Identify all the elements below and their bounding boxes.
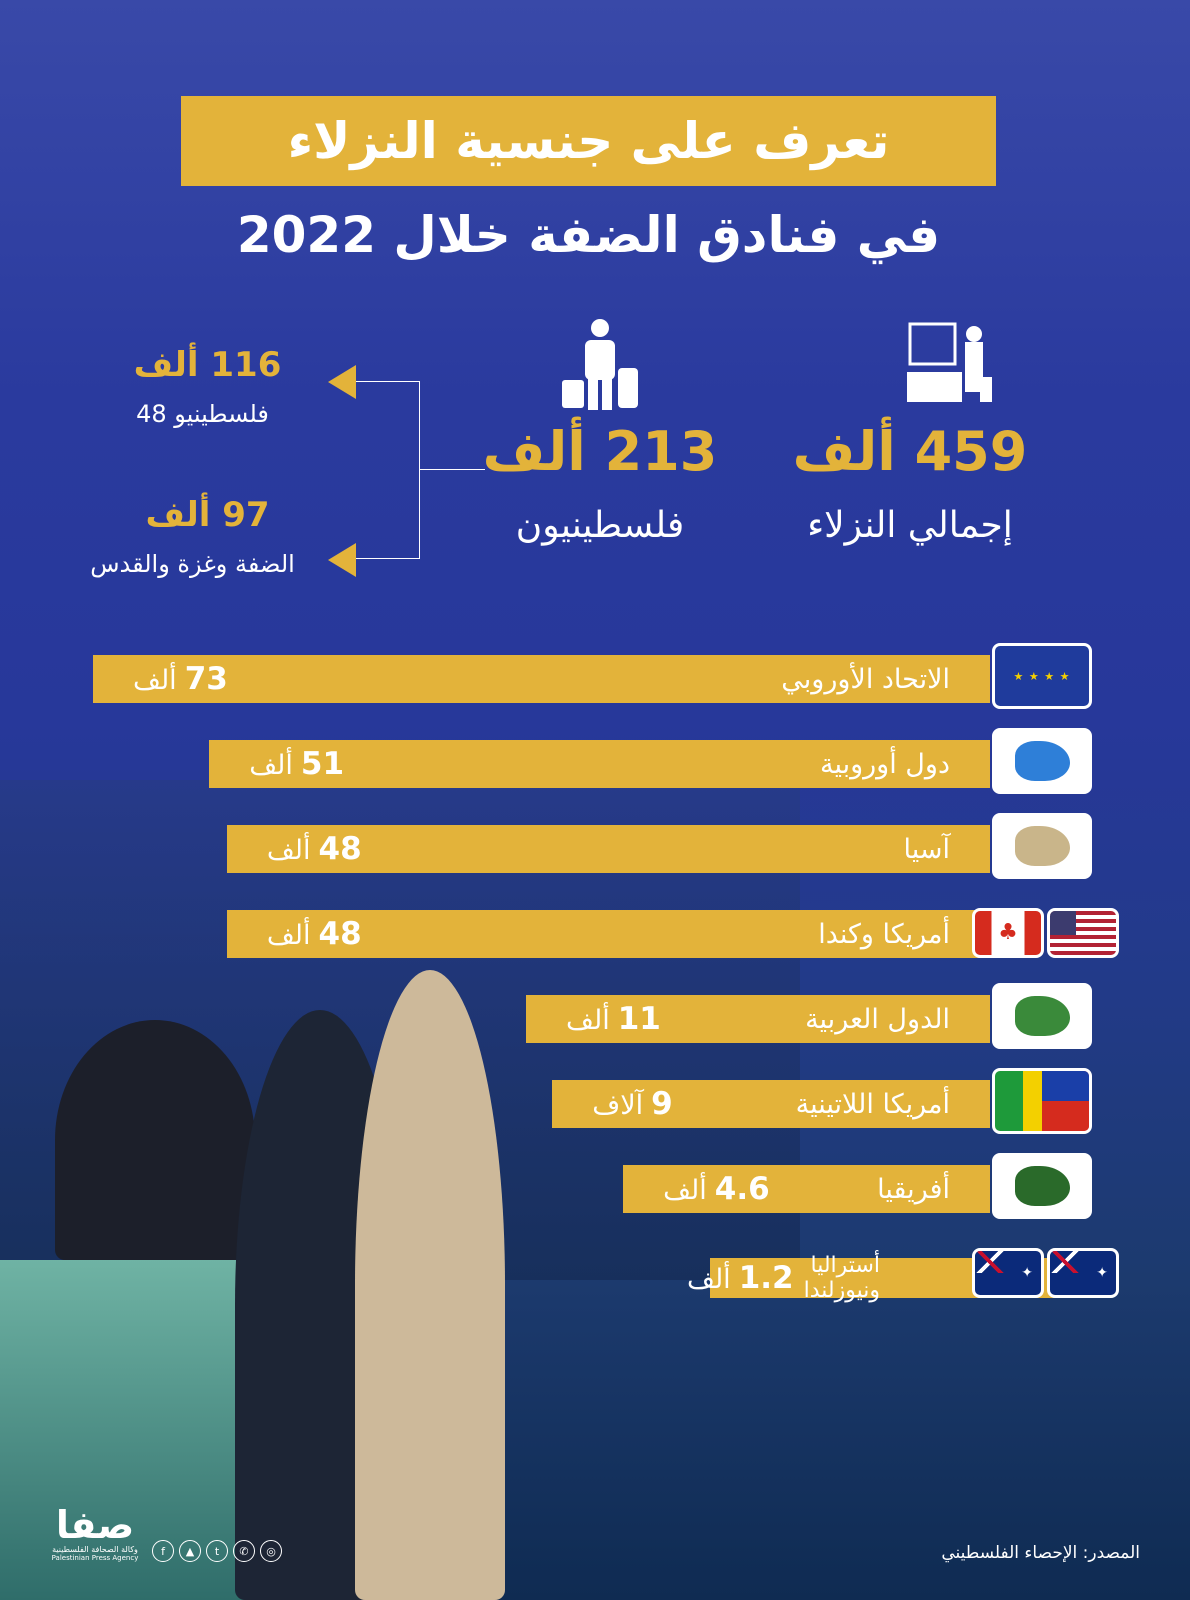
canada-flag-icon: ♣	[972, 908, 1044, 958]
connector-stem	[420, 469, 485, 470]
bar-label: أستراليا ونيوزلندا	[803, 1253, 880, 1303]
bar-unit: ألف	[266, 920, 311, 951]
bar-value: 51	[300, 746, 345, 782]
bar-label: الدول العربية	[805, 1003, 950, 1035]
bar-unit: ألف	[249, 750, 293, 781]
europe-map-icon	[992, 728, 1092, 794]
pal48-value: 116 ألف	[133, 345, 282, 385]
bar-value-label: 11ألف	[566, 1001, 661, 1037]
social-icon[interactable]: ▲	[179, 1540, 201, 1562]
australia-flag-icon: ✦	[1047, 1248, 1119, 1298]
bar-unit: ألف	[133, 665, 177, 696]
total-value: 459 ألف	[792, 420, 1028, 483]
bar-value-label: 48ألف	[267, 916, 362, 952]
bar-unit: آلاف	[592, 1090, 644, 1121]
bar-value-label: 51ألف	[249, 746, 344, 782]
traveler-icon	[562, 319, 638, 410]
eu-flag-icon: ★ ★ ★ ★	[992, 643, 1092, 709]
bar-label: آسيا	[903, 833, 951, 865]
bar: أمريكا وكندا 48ألف	[226, 910, 990, 958]
bar-value-label: 9آلاف	[592, 1086, 672, 1122]
bar-label: أمريكا وكندا	[818, 918, 950, 950]
arab-map-icon	[992, 983, 1092, 1049]
bar-value-label: 1.2ألف	[687, 1260, 794, 1296]
bar-label: دول أوروبية	[819, 748, 950, 780]
hotel-guest-icon	[907, 322, 992, 402]
bar-value: 11	[617, 1001, 661, 1037]
bar: الدول العربية 11ألف	[526, 995, 990, 1043]
social-icon[interactable]: ◎	[260, 1540, 282, 1562]
pal48-label: فلسطينيو 48	[136, 400, 269, 428]
bar-unit: ألف	[566, 1005, 610, 1036]
bar-label: الاتحاد الأوروبي	[781, 663, 950, 695]
bar-label: أمريكا اللاتينية	[795, 1088, 950, 1120]
westbank-value: 97 ألف	[145, 495, 270, 535]
social-icon[interactable]: ✆	[233, 1540, 255, 1562]
palestinians-label: فلسطينيون	[515, 505, 685, 546]
palestinians-value: 213 ألف	[482, 420, 718, 483]
bar-value: 1.2	[738, 1260, 794, 1296]
africa-map-icon	[992, 1153, 1092, 1219]
bar-unit: ألف	[687, 1264, 731, 1295]
title-line1: تعرف على جنسية النزلاء	[287, 112, 890, 170]
bar-label: أفريقيا	[877, 1173, 950, 1205]
bar-value: 73	[184, 661, 228, 697]
title-banner: تعرف على جنسية النزلاء	[181, 96, 996, 186]
social-icons: f ▲ t ✆ ◎	[152, 1540, 282, 1562]
brand-logo: صفا وكالة الصحافة الفلسطينية Palestinian…	[51, 1503, 139, 1562]
bar-value: 4.6	[714, 1171, 770, 1207]
arrow-icon	[328, 543, 356, 577]
bar: أمريكا اللاتينية 9آلاف	[552, 1080, 990, 1128]
usa-flag-icon	[1047, 908, 1119, 958]
bar-unit: ألف	[266, 835, 311, 866]
bar: الاتحاد الأوروبي 73ألف	[93, 655, 990, 703]
total-label: إجمالي النزلاء	[807, 505, 1013, 546]
woman-silhouette	[355, 970, 505, 1600]
arrow-icon	[328, 365, 356, 399]
bar-value: 48	[318, 831, 362, 867]
bar-value-label: 4.6ألف	[663, 1171, 770, 1207]
latin-america-flags-icon	[992, 1068, 1092, 1134]
bar-value-label: 73ألف	[133, 661, 228, 697]
connector-lines	[350, 381, 420, 559]
new-zealand-flag-icon: ✦	[972, 1248, 1044, 1298]
bar: دول أوروبية 51ألف	[209, 740, 990, 788]
asia-map-icon	[992, 813, 1092, 879]
social-icon[interactable]: f	[152, 1540, 174, 1562]
westbank-label: الضفة وغزة والقدس	[90, 550, 295, 578]
bar-value: 9	[651, 1086, 673, 1122]
title-line2: في فنادق الضفة خلال 2022	[236, 206, 941, 264]
bar-value-label: 48ألف	[267, 831, 362, 867]
bar: أفريقيا 4.6ألف	[623, 1165, 990, 1213]
bar: آسيا 48ألف	[226, 825, 990, 873]
receptionist-silhouette	[55, 1020, 255, 1260]
social-icon[interactable]: t	[206, 1540, 228, 1562]
bar-unit: ألف	[663, 1175, 707, 1206]
source-text: المصدر: الإحصاء الفلسطيني	[941, 1543, 1140, 1563]
bar-value: 48	[318, 916, 362, 952]
